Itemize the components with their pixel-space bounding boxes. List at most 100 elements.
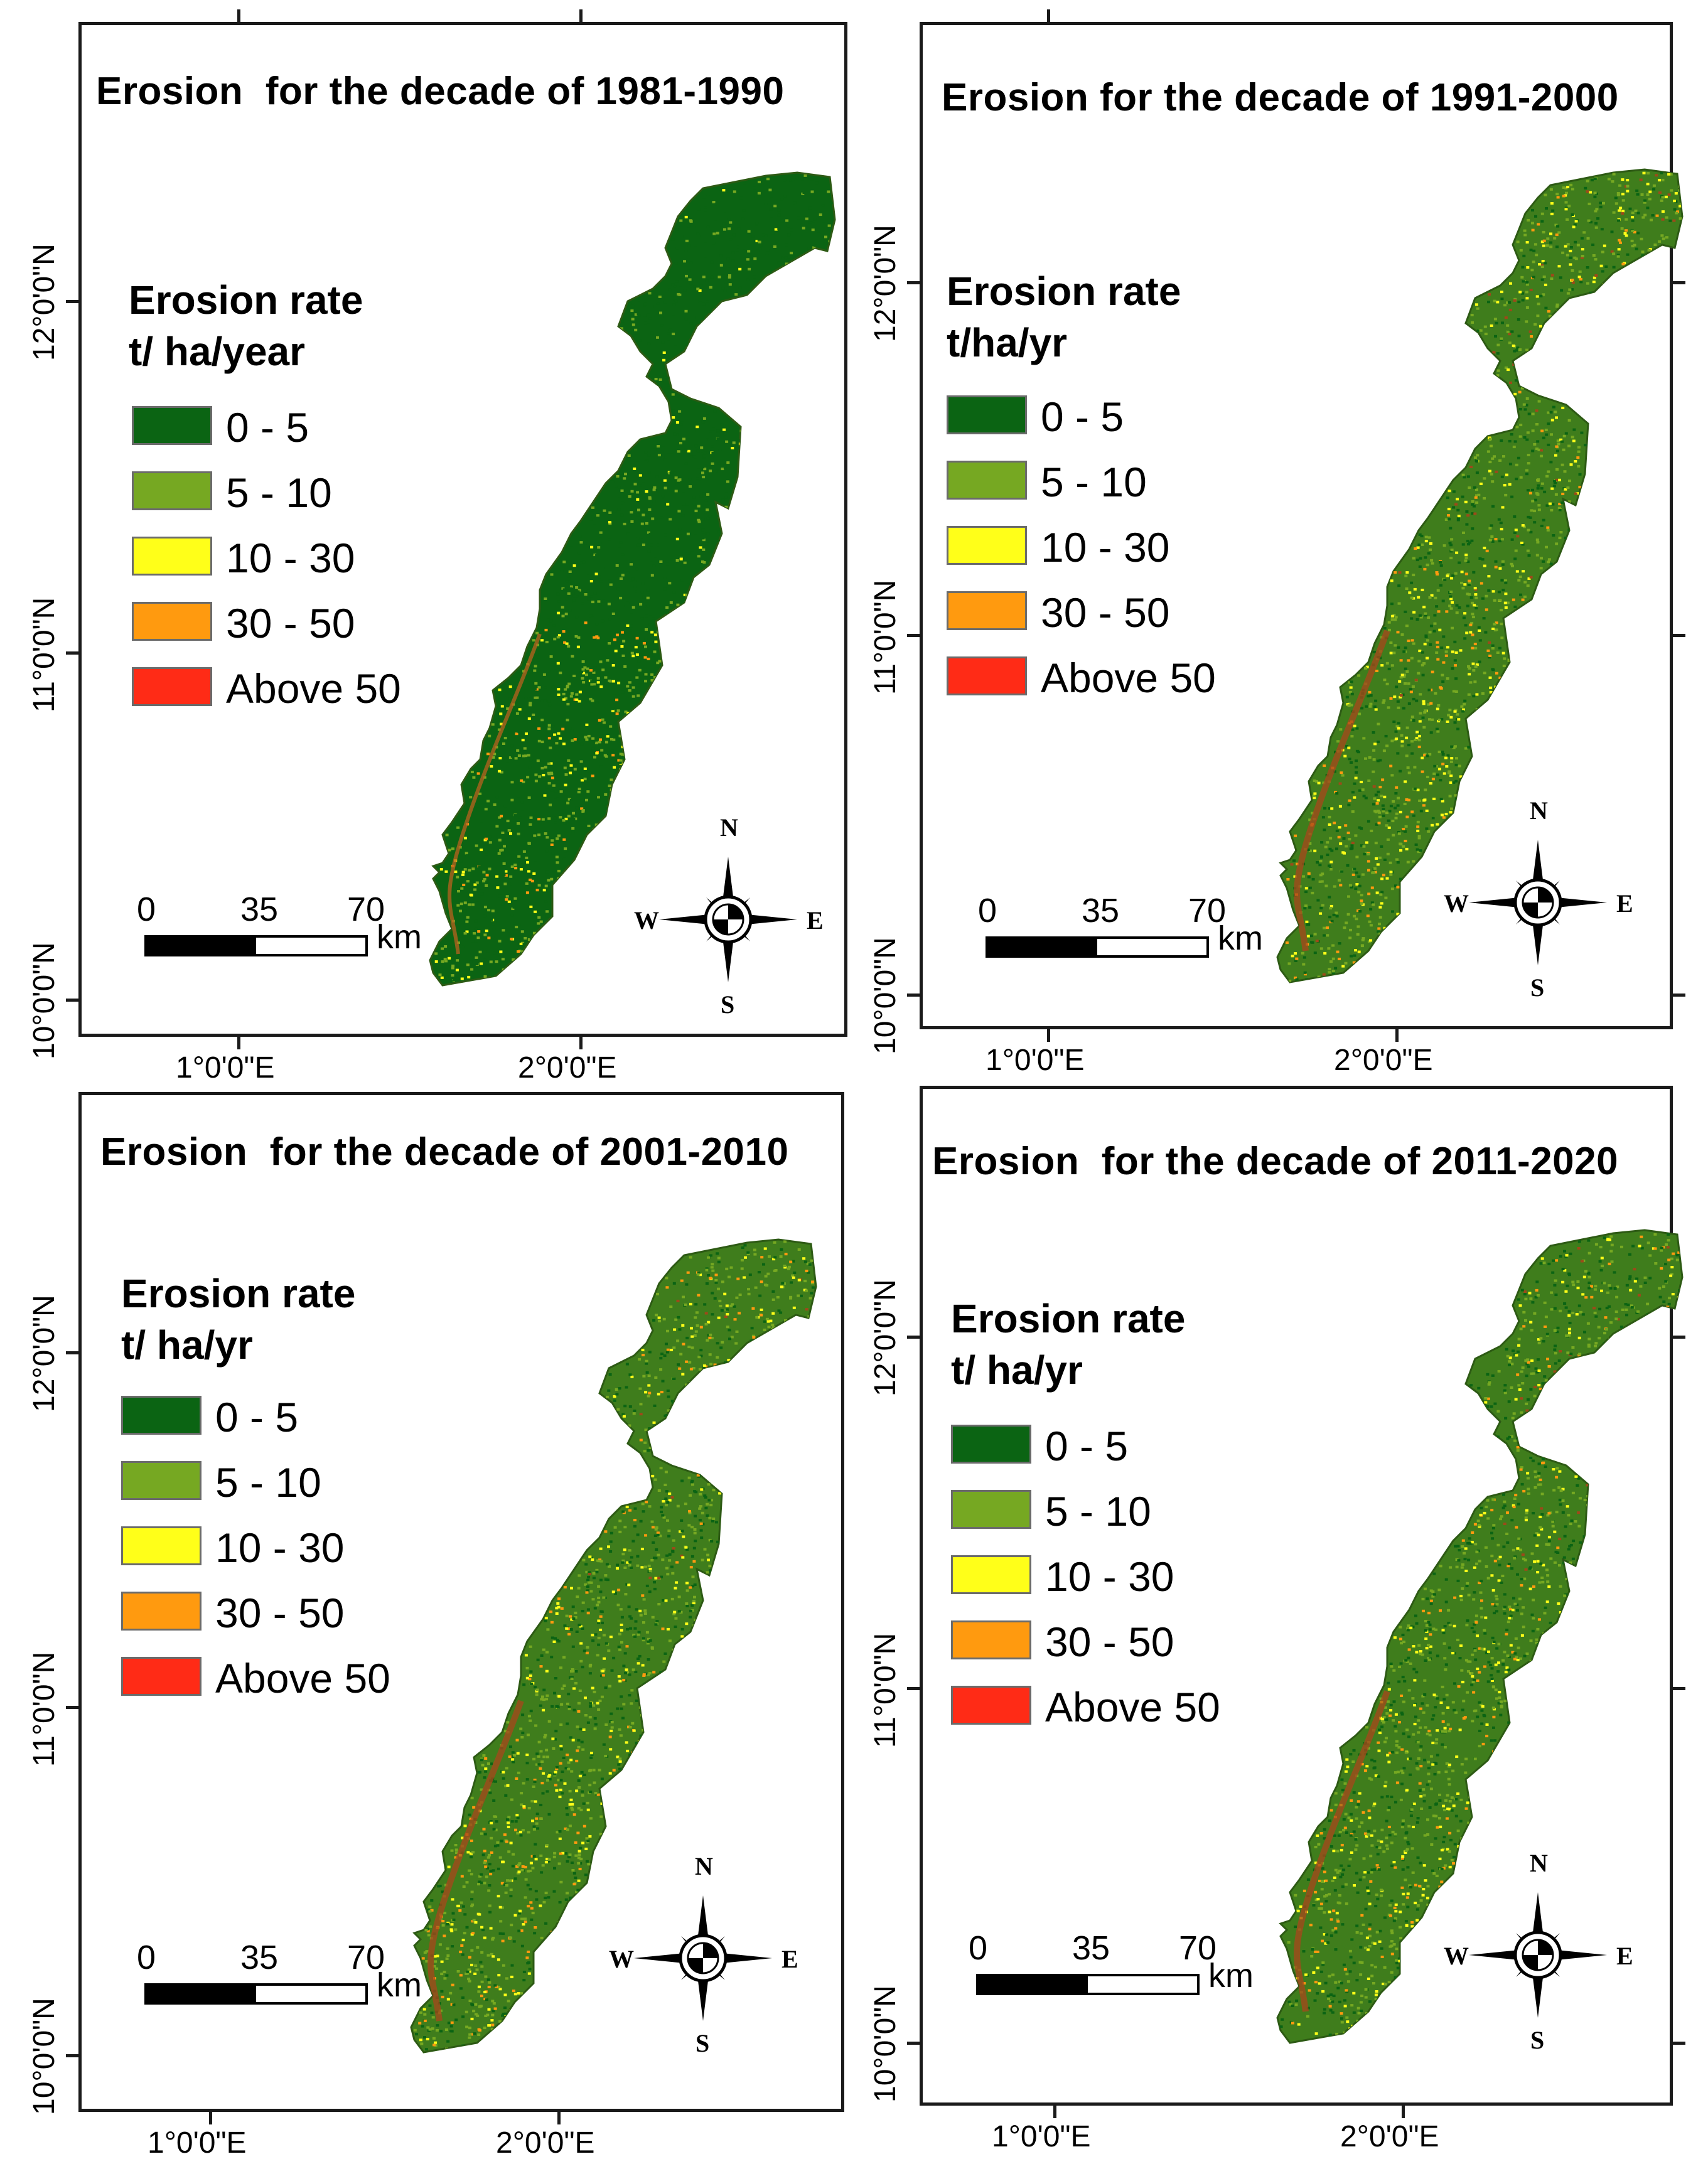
- scale-bar-label: 70: [1179, 1929, 1217, 1967]
- watershed-map: [1276, 1229, 1684, 2044]
- scale-bar-label: 70: [347, 891, 385, 928]
- scale-bar: [144, 1983, 368, 2005]
- scale-bar-label: 0: [978, 892, 997, 929]
- graticule-tick: [1673, 2042, 1685, 2045]
- watershed-map: [429, 171, 836, 987]
- legend-swatch: [947, 656, 1027, 695]
- erosion-raster: [1279, 1233, 1682, 2037]
- scale-bar-label: 70: [1188, 892, 1227, 929]
- graticule-tick: [237, 9, 240, 22]
- legend-label: Above 50: [1045, 1684, 1220, 1730]
- latitude-label: 10°0'0"N: [869, 1985, 902, 2102]
- latitude-label: 11°0'0"N: [28, 1651, 61, 1767]
- longitude-label: 2°0'0"E: [1340, 2120, 1439, 2153]
- legend-swatch: [947, 395, 1027, 434]
- longitude-label: 2°0'0"E: [496, 2126, 595, 2160]
- graticule-tick: [907, 1336, 920, 1339]
- legend-swatch: [121, 1526, 201, 1565]
- compass-s-label: S: [721, 990, 735, 1019]
- graticule-tick: [66, 300, 78, 303]
- graticule-tick: [557, 2112, 561, 2124]
- legend-swatch: [951, 1490, 1031, 1529]
- compass-e-label: E: [781, 1945, 798, 1973]
- longitude-label: 2°0'0"E: [518, 1051, 617, 1085]
- latitude-label: 11°0'0"N: [28, 597, 61, 712]
- graticule-tick: [1673, 634, 1685, 637]
- longitude-label: 1°0'0"E: [148, 2126, 247, 2160]
- graticule-tick: [66, 651, 78, 655]
- legend-label: 5 - 10: [1045, 1488, 1151, 1535]
- graticule-tick: [1673, 1336, 1685, 1339]
- scale-bar-label: 0: [969, 1929, 988, 1967]
- map-title: Erosion for the decade of 2011-2020: [932, 1140, 1619, 1183]
- legend-label: Above 50: [1041, 655, 1216, 701]
- legend-swatch: [132, 667, 212, 706]
- legend-swatch: [132, 537, 212, 576]
- compass-s-label: S: [1530, 2026, 1545, 2054]
- latitude-label: 12°0'0"N: [869, 1279, 902, 1396]
- legend-swatch: [132, 406, 212, 445]
- legend-label: 10 - 30: [1045, 1553, 1174, 1600]
- scale-bar: [976, 1974, 1200, 1995]
- legend-label: 30 - 50: [215, 1590, 345, 1636]
- legend-label: 0 - 5: [1041, 394, 1124, 440]
- graticule-tick: [66, 1351, 78, 1354]
- graticule-tick: [1673, 281, 1685, 284]
- latitude-label: 11°0'0"N: [869, 579, 902, 695]
- graticule-tick: [1395, 1029, 1399, 1042]
- legend-title: Erosion rate t/ ha/year: [129, 277, 363, 374]
- compass-icon: [1469, 840, 1607, 965]
- graticule-tick: [907, 994, 920, 997]
- watershed-map: [410, 1238, 817, 2054]
- compass-e-label: E: [1616, 1942, 1633, 1970]
- legend-label: 0 - 5: [215, 1394, 299, 1440]
- gully-streak: [1294, 629, 1390, 951]
- longitude-label: 1°0'0"E: [992, 2120, 1091, 2153]
- compass-w-label: W: [1444, 1942, 1469, 1970]
- scale-bar-label: 0: [137, 1939, 156, 1976]
- longitude-label: 2°0'0"E: [1334, 1044, 1433, 1077]
- scale-bar-label: 35: [1072, 1929, 1110, 1967]
- legend-label: 10 - 30: [226, 535, 355, 581]
- legend-title: Erosion rate t/ ha/yr: [951, 1296, 1186, 1393]
- erosion-raster: [434, 174, 834, 982]
- graticule-tick: [907, 634, 920, 637]
- compass-n-label: N: [695, 1852, 713, 1880]
- scale-bar-label: 70: [347, 1939, 385, 1976]
- watershed-area: [410, 1238, 817, 2054]
- compass-w-label: W: [634, 906, 659, 935]
- legend-label: 30 - 50: [226, 600, 355, 646]
- graticule-tick: [579, 1037, 583, 1049]
- legend-swatch: [121, 1592, 201, 1631]
- graticule-tick: [579, 9, 583, 22]
- legend-label: 0 - 5: [226, 404, 309, 451]
- legend-swatch: [121, 1461, 201, 1500]
- compass-icon: [634, 1895, 772, 2021]
- legend-swatch: [947, 591, 1027, 630]
- graticule-tick: [209, 2112, 212, 2124]
- legend-swatch: [947, 461, 1027, 500]
- scale-bar: [144, 935, 368, 956]
- erosion-raster: [1285, 171, 1682, 982]
- legend-label: 30 - 50: [1041, 589, 1170, 636]
- latitude-label: 12°0'0"N: [869, 225, 902, 342]
- map-title: Erosion for the decade of 1981-1990: [96, 70, 785, 113]
- graticule-tick: [1402, 2106, 1405, 2118]
- compass-n-label: N: [1530, 1849, 1548, 1877]
- gully-streak: [427, 1700, 524, 2022]
- latitude-label: 12°0'0"N: [28, 1295, 61, 1412]
- latitude-label: 12°0'0"N: [28, 244, 61, 361]
- legend-swatch: [121, 1657, 201, 1696]
- legend-label: 5 - 10: [215, 1459, 321, 1506]
- graticule-tick: [907, 1687, 920, 1690]
- watershed-area: [1276, 168, 1684, 983]
- compass-s-label: S: [696, 2029, 710, 2057]
- graticule-tick: [66, 1706, 78, 1709]
- latitude-label: 10°0'0"N: [28, 1998, 61, 2115]
- graticule-tick: [1047, 1029, 1050, 1042]
- legend-swatch: [951, 1555, 1031, 1594]
- map-title: Erosion for the decade of 2001-2010: [100, 1130, 789, 1174]
- scale-bar-unit: km: [377, 918, 422, 956]
- legend-label: 5 - 10: [226, 469, 332, 516]
- scale-bar-label: 35: [1082, 892, 1120, 929]
